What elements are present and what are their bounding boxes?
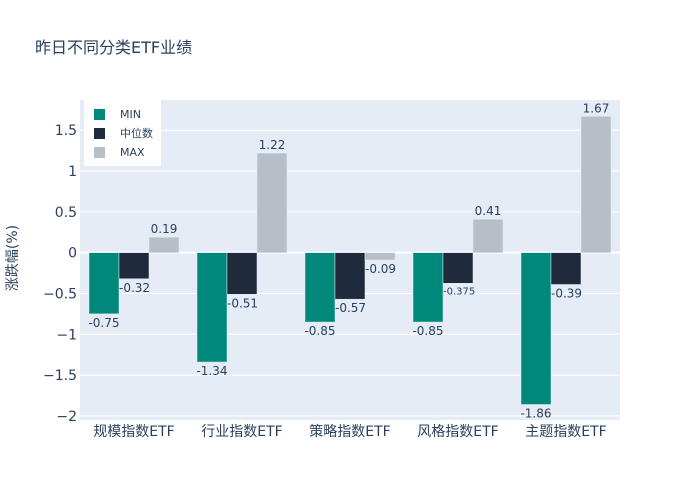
data-label: -0.32 <box>119 281 150 295</box>
bar-1 <box>226 252 258 295</box>
data-label: -0.51 <box>227 296 258 310</box>
y-axis-ticks: 1.5 1 0.5 0 −0.5 −1 −1.5 −2 <box>43 123 77 425</box>
y-tick-label: −1 <box>56 327 77 343</box>
y-tick-label: −0.5 <box>43 286 77 302</box>
x-tick-label: 风格指数ETF <box>417 424 498 440</box>
y-tick-label: 0 <box>68 246 77 262</box>
data-label: -0.85 <box>412 324 443 338</box>
bar-2 <box>580 116 612 253</box>
chart-title: 昨日不同分类ETF业绩 <box>35 38 193 57</box>
y-tick-label: 0.5 <box>55 205 77 221</box>
data-label: -0.57 <box>335 301 366 315</box>
data-label: 0.19 <box>151 222 178 236</box>
legend: MIN 中位数 MAX <box>84 100 161 166</box>
legend-label-median: 中位数 <box>120 127 153 140</box>
y-tick-label: −1.5 <box>43 368 77 384</box>
bar-1 <box>118 252 150 280</box>
legend-swatch-min <box>94 108 105 120</box>
bar-0 <box>520 252 552 405</box>
bar-1 <box>442 252 474 284</box>
bar-2 <box>148 236 180 253</box>
data-label: -1.34 <box>196 364 227 378</box>
bar-0 <box>304 252 336 323</box>
legend-label-min: MIN <box>120 107 141 121</box>
y-tick-label: −2 <box>56 409 77 425</box>
data-label: -0.39 <box>551 286 582 300</box>
bar-1 <box>550 252 582 285</box>
legend-swatch-median <box>94 127 105 139</box>
x-axis-ticks: 规模指数ETF 行业指数ETF 策略指数ETF 风格指数ETF 主题指数ETF <box>93 423 606 440</box>
bar-1 <box>334 252 366 300</box>
bar-0 <box>412 252 444 323</box>
bar-2 <box>472 218 504 253</box>
x-tick-label: 行业指数ETF <box>201 424 282 440</box>
legend-item-max[interactable]: MAX <box>94 144 145 160</box>
data-label: 0.41 <box>475 204 502 218</box>
x-tick-label: 策略指数ETF <box>309 423 390 440</box>
legend-label-max: MAX <box>120 145 145 159</box>
data-label: 1.67 <box>583 101 610 115</box>
bar-0 <box>196 252 228 363</box>
data-label: -1.86 <box>520 406 551 420</box>
y-tick-label: 1.5 <box>55 123 77 139</box>
data-label: 1.22 <box>259 138 286 152</box>
data-label: -0.09 <box>365 262 396 276</box>
bar-2 <box>256 152 288 253</box>
bar-2 <box>364 252 396 261</box>
x-tick-label: 规模指数ETF <box>93 424 174 440</box>
data-label: -0.85 <box>304 324 335 338</box>
legend-item-median[interactable]: 中位数 <box>94 125 153 141</box>
y-tick-label: 1 <box>68 164 77 180</box>
bar-0 <box>88 252 120 315</box>
data-labels: -0.75-0.320.19-1.34-0.511.22-0.85-0.57-0… <box>88 101 609 420</box>
x-tick-label: 主题指数ETF <box>525 424 606 440</box>
data-label: -0.375 <box>443 286 475 297</box>
bars <box>88 116 612 405</box>
legend-item-min[interactable]: MIN <box>94 106 141 122</box>
legend-swatch-max <box>94 146 105 158</box>
data-label: -0.75 <box>88 316 119 330</box>
y-axis-label: 涨跌幅(%) <box>5 224 21 292</box>
